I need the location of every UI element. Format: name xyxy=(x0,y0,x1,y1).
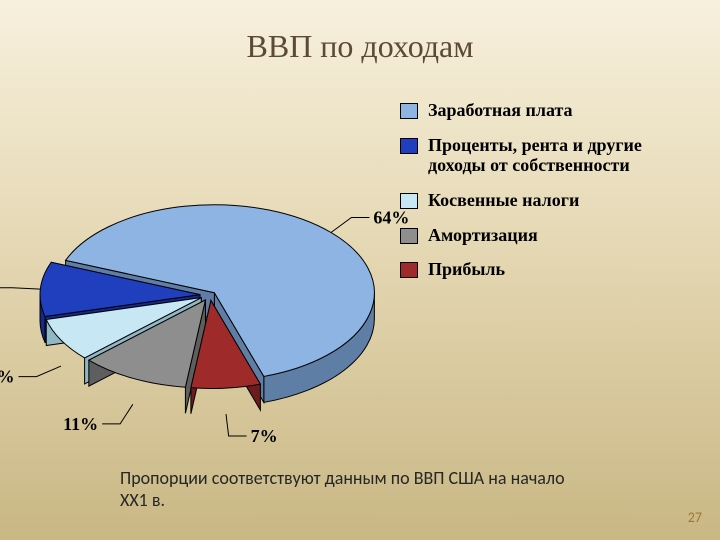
slide-title: ВВП по доходам xyxy=(0,28,720,65)
pie-slice-label: % xyxy=(0,367,14,387)
leader-line xyxy=(331,217,369,232)
leader-line xyxy=(102,404,133,424)
pie-slice-label: 11% xyxy=(63,414,98,434)
leader-line xyxy=(0,288,40,289)
legend-swatch xyxy=(400,193,418,209)
legend-label: Прибыль xyxy=(428,259,505,280)
legend-label: Амортизация xyxy=(428,225,538,246)
legend-swatch xyxy=(400,103,418,119)
slide-root: ВВП по доходам 64%%%11%7% Заработная пла… xyxy=(0,0,720,540)
legend-item: Прибыль xyxy=(400,259,700,280)
legend-item: Заработная плата xyxy=(400,100,700,121)
legend-swatch xyxy=(400,138,418,154)
legend-swatch xyxy=(400,262,418,278)
legend-item: Проценты, рента и другие доходы от собст… xyxy=(400,135,700,176)
leader-line xyxy=(226,414,247,436)
legend-label: Заработная плата xyxy=(428,100,573,121)
legend-label: Косвенные налоги xyxy=(428,190,579,211)
footnote-text: Пропорции соответствуют данным по ВВП СШ… xyxy=(120,468,590,511)
page-number: 27 xyxy=(688,509,702,526)
legend-item: Косвенные налоги xyxy=(400,190,700,211)
leader-line xyxy=(18,366,61,377)
legend-swatch xyxy=(400,228,418,244)
pie-slice-label: 7% xyxy=(251,426,278,446)
legend-item: Амортизация xyxy=(400,225,700,246)
chart-legend: Заработная плата Проценты, рента и другие… xyxy=(400,100,700,294)
legend-label: Проценты, рента и другие доходы от собст… xyxy=(428,135,700,176)
